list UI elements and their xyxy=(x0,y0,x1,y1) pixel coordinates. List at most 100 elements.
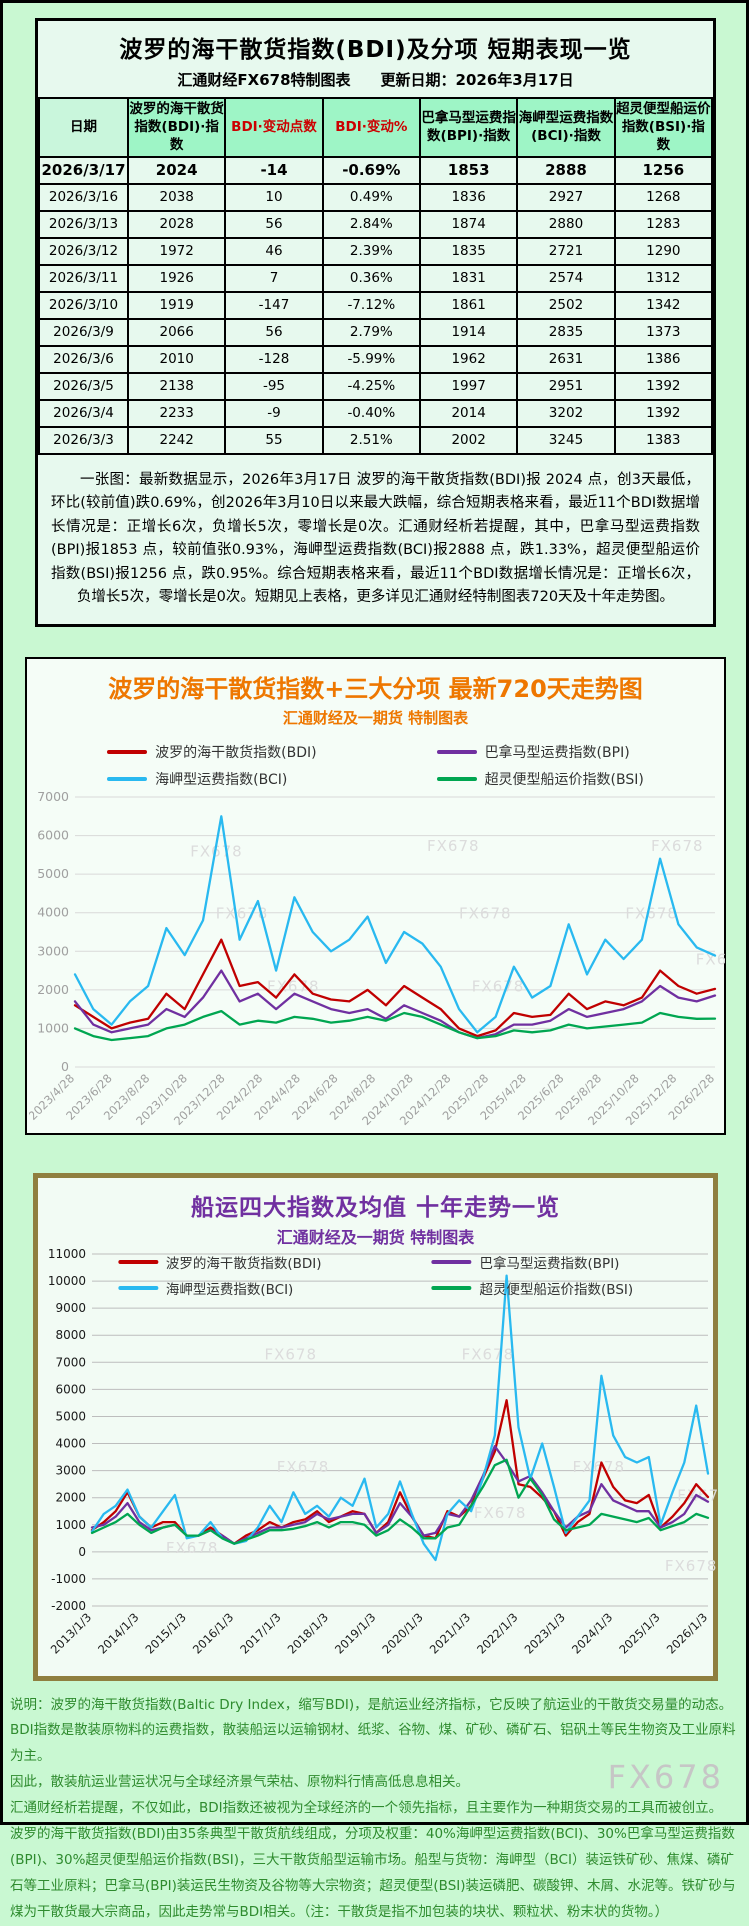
table-subtitle: 汇通财经FX678特制图表 更新日期：2026年3月17日 xyxy=(177,71,574,89)
col-header-bdi-change-points: BDI·变动点数 xyxy=(224,97,324,158)
cell-date: 2026/3/9 xyxy=(38,317,129,347)
svg-text:5000: 5000 xyxy=(55,1409,86,1423)
bpi-line-swatch xyxy=(436,749,477,754)
chart-10year-title: 船运四大指数及均值 十年走势一览 xyxy=(190,1194,560,1221)
chart-720day-panel: 波罗的海干散货指数+三大分项 最新720天走势图 汇通财经及一期货 特制图表 波… xyxy=(25,656,726,1135)
table-row: 2026/3/16 2038 10 0.49% 1836 2927 1268 xyxy=(38,182,714,212)
legend-label-bsi: 超灵便型船运价指数(BSI) xyxy=(479,1281,634,1298)
cell-bpi: 1914 xyxy=(418,317,519,347)
cell-bpi: 2002 xyxy=(418,425,519,455)
table-row: 2026/3/10 1919 -147 -7.12% 1861 2502 134… xyxy=(38,290,714,320)
svg-text:2015/1/3: 2015/1/3 xyxy=(142,1610,188,1656)
cell-bdi: 2233 xyxy=(126,398,227,428)
cell-change-points: -9 xyxy=(224,398,324,428)
svg-text:10000: 10000 xyxy=(48,1274,86,1288)
cell-change-pct: -4.25% xyxy=(321,371,421,401)
svg-text:2016/1/3: 2016/1/3 xyxy=(190,1610,236,1656)
cell-bci: 2835 xyxy=(516,317,616,347)
chart-720day-subtitle: 汇通财经及一期货 特制图表 xyxy=(282,708,469,727)
svg-text:0: 0 xyxy=(78,1544,86,1558)
svg-text:2023/1/3: 2023/1/3 xyxy=(522,1610,568,1656)
page-title: 波罗的海干散货指数(BDI)及分项 短期表现一览 xyxy=(119,37,632,63)
cell-date: 2026/3/12 xyxy=(38,236,129,266)
table-header-row: 日期 波罗的海干散货 指数(BDI)·指数 BDI·变动点数 BDI·变动% 巴… xyxy=(38,97,714,158)
description-line: 因此，散装航运业营运状况与全球经济景气荣枯、原物料行情高低息息相关。 xyxy=(10,1774,469,1791)
cell-bdi: 2038 xyxy=(126,182,227,212)
cell-bdi: 2028 xyxy=(126,209,227,239)
bci-line-swatch xyxy=(107,776,148,781)
col-header-bpi-index: 巴拿马型运费指 数(BPI)·指数 xyxy=(418,97,519,158)
table-row: 2026/3/11 1926 7 0.36% 1831 2574 1312 xyxy=(38,263,714,293)
bpi-line-swatch xyxy=(431,1259,472,1264)
cell-bpi: 1874 xyxy=(418,209,519,239)
bdi-line-swatch xyxy=(117,1259,158,1264)
legend-item-bci: 海岬型运费指数(BCI) xyxy=(107,769,316,789)
description-line: BDI指数是散装原物料的运费指数，散装船运以运输钢材、纸浆、谷物、煤、矿砂、磷矿… xyxy=(10,1722,736,1765)
cell-change-points: 56 xyxy=(224,209,324,239)
cell-date: 2026/3/17 xyxy=(38,155,129,185)
svg-text:2017/1/3: 2017/1/3 xyxy=(237,1610,283,1656)
cell-bpi: 1962 xyxy=(418,344,519,374)
cell-bdi: 2066 xyxy=(126,317,227,347)
svg-text:FX678: FX678 xyxy=(572,1458,625,1476)
cell-bci: 2574 xyxy=(516,263,616,293)
chart-720day-plot: 0 1000 2000 3000 4000 5000 6000 7000 FX678 FX678 F… xyxy=(29,791,725,1128)
cell-date: 2026/3/10 xyxy=(38,290,129,320)
bci-line-swatch xyxy=(117,1285,158,1290)
svg-text:9000: 9000 xyxy=(55,1301,86,1315)
table-row: 2026/3/17 2024 -14 -0.69% 1853 2888 1256 xyxy=(38,155,714,185)
svg-text:-1000: -1000 xyxy=(51,1571,86,1585)
svg-text:FX678: FX678 xyxy=(277,1458,330,1476)
cell-bsi: 1386 xyxy=(613,344,714,374)
bsi-line-swatch xyxy=(431,1285,472,1290)
legend-item-bsi: 超灵便型船运价指数(BSI) xyxy=(431,1278,634,1298)
cell-date: 2026/3/11 xyxy=(38,263,129,293)
cell-date: 2026/3/4 xyxy=(38,398,129,428)
svg-text:2000: 2000 xyxy=(55,1490,86,1504)
chart-720day-legend: 波罗的海干散货指数(BDI) 巴拿马型运费指数(BPI) 海岬型运费指数(BCI… xyxy=(107,742,644,789)
svg-text:2014/1/3: 2014/1/3 xyxy=(95,1610,141,1656)
legend-label-bpi: 巴拿马型运费指数(BPI) xyxy=(484,744,630,761)
cell-change-pct: -0.40% xyxy=(321,398,421,428)
cell-change-points: -147 xyxy=(224,290,324,320)
svg-text:1000: 1000 xyxy=(37,1020,69,1035)
svg-text:7000: 7000 xyxy=(55,1355,86,1369)
legend-label-bpi: 巴拿马型运费指数(BPI) xyxy=(479,1255,620,1272)
svg-text:2021/1/3: 2021/1/3 xyxy=(427,1610,473,1656)
cell-bci: 2631 xyxy=(516,344,616,374)
legend-item-bpi: 巴拿马型运费指数(BPI) xyxy=(431,1252,634,1272)
cell-bdi: 2242 xyxy=(126,425,227,455)
cell-bsi: 1256 xyxy=(613,155,714,185)
table-row: 2026/3/4 2233 -9 -0.40% 2014 3202 1392 xyxy=(38,398,714,428)
legend-item-bdi: 波罗的海干散货指数(BDI) xyxy=(117,1252,322,1272)
cell-bsi: 1392 xyxy=(613,398,714,428)
bdi-line-swatch xyxy=(107,749,148,754)
table-row: 2026/3/12 1972 46 2.39% 1835 2721 1290 xyxy=(38,236,714,266)
cell-date: 2026/3/5 xyxy=(38,371,129,401)
cell-change-points: 46 xyxy=(224,236,324,266)
cell-bsi: 1342 xyxy=(613,290,714,320)
cell-bpi: 1831 xyxy=(418,263,519,293)
cell-bci: 3245 xyxy=(516,425,616,455)
cell-bpi: 2014 xyxy=(418,398,519,428)
cell-change-points: -14 xyxy=(224,155,324,185)
cell-bpi: 1853 xyxy=(418,155,519,185)
legend-item-bci: 海岬型运费指数(BCI) xyxy=(117,1278,322,1298)
cell-change-pct: -0.69% xyxy=(321,155,421,185)
cell-bsi: 1290 xyxy=(613,236,714,266)
cell-date: 2026/3/3 xyxy=(38,425,129,455)
svg-text:FX678: FX678 xyxy=(427,837,480,855)
cell-bci: 2951 xyxy=(516,371,616,401)
cell-change-points: 56 xyxy=(224,317,324,347)
cell-bpi: 1861 xyxy=(418,290,519,320)
cell-change-points: 7 xyxy=(224,263,324,293)
cell-bci: 2502 xyxy=(516,290,616,320)
cell-change-points: 10 xyxy=(224,182,324,212)
chart-10year-plot: -2000 -1000 0 1000 2000 3000 4000 5000 6000 7000 8… xyxy=(48,1248,718,1657)
legend-item-bsi: 超灵便型船运价指数(BSI) xyxy=(436,769,644,789)
svg-text:4000: 4000 xyxy=(37,904,69,919)
cell-change-pct: 2.51% xyxy=(321,425,421,455)
cell-bsi: 1283 xyxy=(613,209,714,239)
legend-label-bdi: 波罗的海干散货指数(BDI) xyxy=(165,1255,322,1272)
